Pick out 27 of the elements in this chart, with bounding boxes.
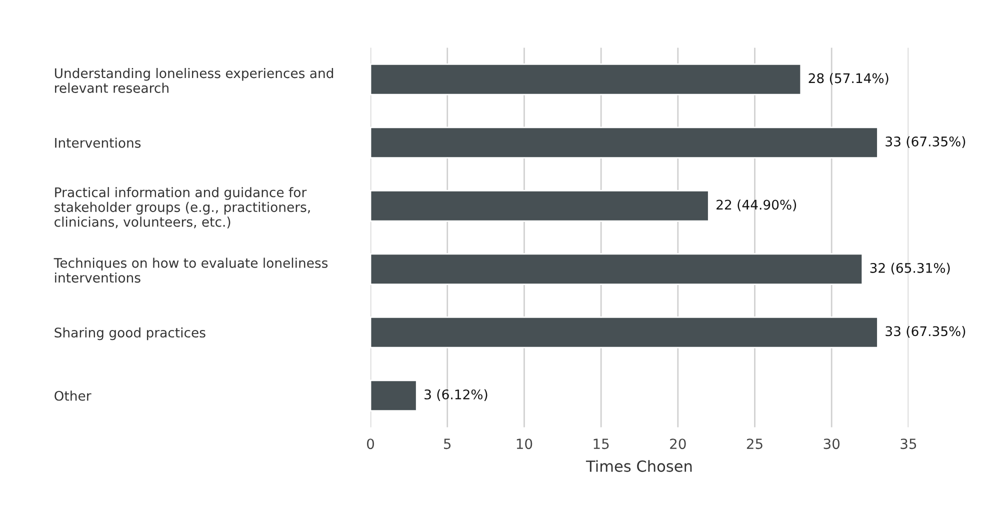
data-label: 28 (57.14%) <box>808 73 888 85</box>
x-tick-label: 0 <box>366 438 374 450</box>
x-tick-label: 30 <box>824 438 840 450</box>
y-tick-label: Practical information and guidance for stakeholder groups (e.g., practitioners, clinicians, volunteers, etc.) <box>54 187 310 228</box>
y-tick-label: Understanding loneliness experiences and relevant research <box>54 68 334 93</box>
x-axis-title: Times Chosen <box>586 460 692 472</box>
data-label: 22 (44.90%) <box>716 199 796 212</box>
x-tick-label: 25 <box>746 438 762 450</box>
bar <box>370 316 878 348</box>
y-tick-label: Other <box>54 390 92 401</box>
bar <box>370 253 864 285</box>
data-label: 33 (67.35%) <box>886 136 966 148</box>
y-tick-label: Sharing good practices <box>54 327 206 340</box>
x-tick-label: 15 <box>594 438 609 450</box>
bar <box>370 380 418 412</box>
x-tick-label: 5 <box>444 438 451 450</box>
data-label: 33 (67.35%) <box>886 326 966 338</box>
x-tick-label: 35 <box>900 438 916 450</box>
bar <box>370 126 878 158</box>
data-label: 3 (6.12%) <box>424 389 488 401</box>
y-tick-label: Techniques on how to evaluate loneliness interventions <box>54 258 328 283</box>
y-tick-label: Interventions <box>55 138 141 148</box>
bar <box>370 190 710 222</box>
data-label: 32 (65.31%) <box>870 262 950 274</box>
x-tick-label: 20 <box>670 438 686 450</box>
bar <box>370 63 802 96</box>
x-tick-label: 10 <box>516 438 532 450</box>
